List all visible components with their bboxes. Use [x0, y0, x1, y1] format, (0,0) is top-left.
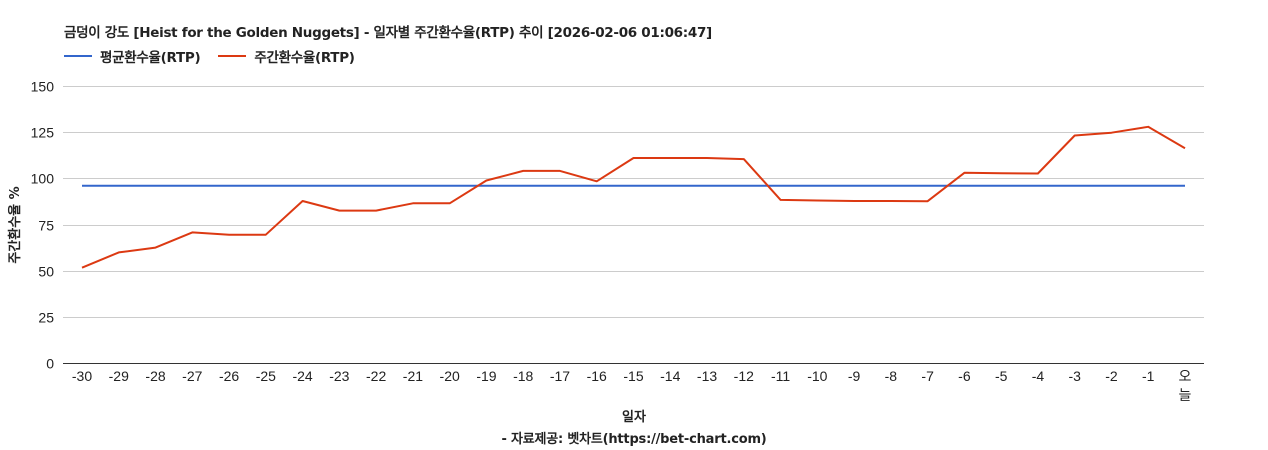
x-tick-label: -30 [72, 368, 92, 384]
x-axis-ticks: -30 -29 -28 -27 -26 -25 -24 -23 -22 -21 -20 -19 -18 -… [72, 368, 1192, 404]
x-tick-label: -1 [1142, 368, 1155, 384]
x-tick-label: -7 [921, 368, 934, 384]
y-tick-label: 50 [38, 264, 54, 280]
legend-label-average: 평균환수율(RTP) [100, 50, 201, 66]
legend-swatch-weekly-icon [218, 55, 247, 57]
y-tick-label: 100 [31, 171, 55, 187]
data-series [81, 125, 1186, 269]
x-tick-label: -28 [145, 368, 165, 384]
weekly-rtp-line[interactable] [81, 125, 1186, 269]
x-tick-label: -25 [256, 368, 276, 384]
legend-label-weekly: 주간환수율(RTP) [254, 50, 355, 66]
y-tick-label: 125 [31, 125, 55, 141]
x-tick-label: -18 [513, 368, 533, 384]
x-tick-label: -24 [292, 368, 312, 384]
y-tick-label: 0 [46, 356, 54, 372]
x-tick-label: -10 [807, 368, 827, 384]
y-axis-ticks: 0 25 50 75 100 125 150 [31, 79, 55, 372]
x-tick-label: -5 [995, 368, 1008, 384]
legend-swatch-average-icon [64, 55, 92, 57]
x-tick-label: -17 [550, 368, 570, 384]
x-tick-label: -12 [734, 368, 754, 384]
legend-item-weekly-rtp[interactable]: 주간환수율(RTP) [218, 46, 355, 66]
x-tick-label: -29 [109, 368, 129, 384]
x-tick-label: -13 [697, 368, 717, 384]
x-tick-label: -15 [623, 368, 643, 384]
x-tick-label: -19 [476, 368, 496, 384]
gridlines [63, 86, 1204, 364]
x-tick-label: -26 [219, 368, 239, 384]
x-tick-label: -20 [440, 368, 460, 384]
x-tick-label: -21 [403, 368, 423, 384]
x-tick-label: -4 [1032, 368, 1045, 384]
y-tick-label: 150 [31, 79, 55, 95]
y-tick-label: 75 [38, 218, 54, 234]
x-tick-label: -2 [1105, 368, 1118, 384]
x-tick-label: -3 [1068, 368, 1081, 384]
legend-item-average-rtp[interactable]: 평균환수율(RTP) [64, 46, 201, 66]
y-axis-label: 주간환수율 % [8, 186, 23, 264]
y-tick-label: 25 [38, 310, 54, 326]
x-tick-label: 늘 [1179, 388, 1192, 404]
x-tick-label: -27 [182, 368, 202, 384]
data-source-credit: - 자료제공: 벳차트(https://bet-chart.com) [501, 432, 767, 447]
x-tick-label: -8 [885, 368, 898, 384]
chart-legend: 평균환수율(RTP) 주간환수율(RTP) [64, 46, 373, 66]
x-tick-label: -22 [366, 368, 386, 384]
x-tick-label: -9 [848, 368, 861, 384]
chart-title: 금덩이 강도 [Heist for the Golden Nuggets] - … [64, 25, 712, 41]
x-tick-label: -6 [958, 368, 971, 384]
x-tick-label: -16 [587, 368, 607, 384]
x-axis-label: 일자 [622, 410, 646, 425]
x-tick-label: -23 [329, 368, 349, 384]
x-tick-label: -11 [771, 368, 790, 384]
x-tick-label: 오 [1179, 369, 1192, 385]
x-tick-label: -14 [660, 368, 680, 384]
